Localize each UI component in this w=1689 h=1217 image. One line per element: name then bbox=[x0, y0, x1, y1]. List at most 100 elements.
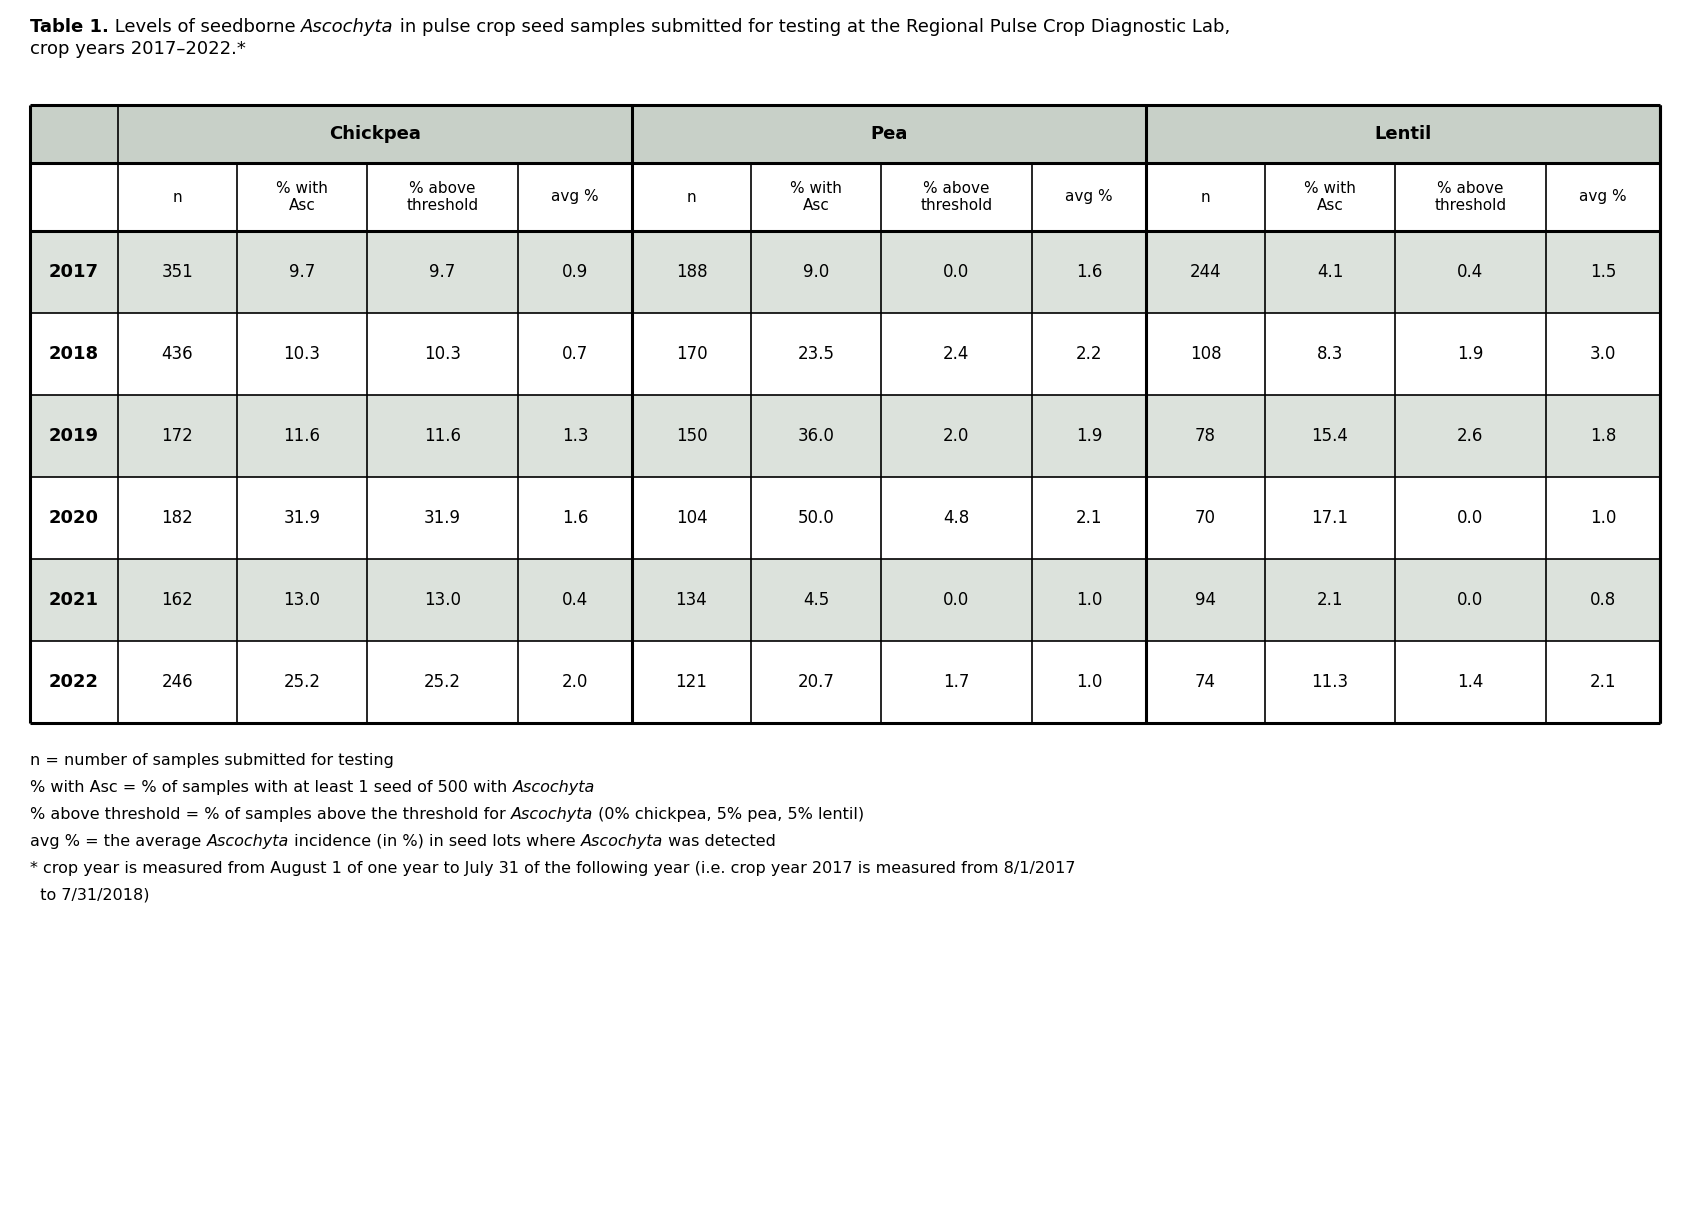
Text: 1.0: 1.0 bbox=[1589, 509, 1616, 527]
Text: 4.8: 4.8 bbox=[942, 509, 969, 527]
Text: 1.5: 1.5 bbox=[1589, 263, 1616, 281]
Text: % above
threshold: % above threshold bbox=[1434, 181, 1507, 213]
Text: 172: 172 bbox=[162, 427, 193, 445]
Text: 2021: 2021 bbox=[49, 591, 100, 608]
Text: 1.9: 1.9 bbox=[1076, 427, 1103, 445]
Text: 10.3: 10.3 bbox=[284, 344, 321, 363]
Bar bbox=[30, 559, 1660, 641]
Text: 15.4: 15.4 bbox=[1312, 427, 1348, 445]
Text: 17.1: 17.1 bbox=[1312, 509, 1348, 527]
Text: Pea: Pea bbox=[870, 125, 907, 144]
Text: 1.7: 1.7 bbox=[942, 673, 969, 691]
Text: was detected: was detected bbox=[662, 834, 775, 849]
Text: avg %: avg % bbox=[1066, 190, 1113, 204]
Text: 2.0: 2.0 bbox=[942, 427, 969, 445]
Text: 0.9: 0.9 bbox=[562, 263, 588, 281]
Bar bbox=[30, 105, 1660, 723]
Text: 1.4: 1.4 bbox=[1458, 673, 1483, 691]
Text: 1.6: 1.6 bbox=[562, 509, 588, 527]
Text: 9.7: 9.7 bbox=[429, 263, 456, 281]
Text: 13.0: 13.0 bbox=[424, 591, 461, 608]
Text: avg %: avg % bbox=[551, 190, 598, 204]
Bar bbox=[30, 163, 1660, 231]
Text: 104: 104 bbox=[676, 509, 708, 527]
Bar bbox=[30, 396, 1660, 477]
Text: Ascochyta: Ascochyta bbox=[206, 834, 289, 849]
Text: Lentil: Lentil bbox=[1375, 125, 1432, 144]
Text: Ascochyta: Ascochyta bbox=[581, 834, 662, 849]
Text: 188: 188 bbox=[676, 263, 708, 281]
Text: 50.0: 50.0 bbox=[797, 509, 834, 527]
Text: 2.1: 2.1 bbox=[1317, 591, 1343, 608]
Text: 10.3: 10.3 bbox=[424, 344, 461, 363]
Text: 134: 134 bbox=[676, 591, 708, 608]
Text: n: n bbox=[172, 190, 182, 204]
Text: 31.9: 31.9 bbox=[424, 509, 461, 527]
Text: 4.1: 4.1 bbox=[1317, 263, 1343, 281]
Text: n = number of samples submitted for testing: n = number of samples submitted for test… bbox=[30, 753, 394, 768]
Text: 1.9: 1.9 bbox=[1458, 344, 1483, 363]
Text: Ascochyta: Ascochyta bbox=[512, 780, 595, 795]
Bar bbox=[30, 313, 1660, 396]
Text: 94: 94 bbox=[1196, 591, 1216, 608]
Text: to 7/31/2018): to 7/31/2018) bbox=[30, 888, 150, 903]
Text: in pulse crop seed samples submitted for testing at the Regional Pulse Crop Diag: in pulse crop seed samples submitted for… bbox=[394, 18, 1230, 37]
Text: 0.0: 0.0 bbox=[1458, 591, 1483, 608]
Text: 31.9: 31.9 bbox=[284, 509, 321, 527]
Bar bbox=[30, 641, 1660, 723]
Text: 9.7: 9.7 bbox=[289, 263, 316, 281]
Text: 2020: 2020 bbox=[49, 509, 100, 527]
Text: 0.4: 0.4 bbox=[562, 591, 588, 608]
Text: (0% chickpea, 5% pea, 5% lentil): (0% chickpea, 5% pea, 5% lentil) bbox=[593, 807, 865, 821]
Text: 121: 121 bbox=[676, 673, 708, 691]
Text: 1.0: 1.0 bbox=[1076, 591, 1103, 608]
Bar bbox=[30, 105, 1660, 163]
Text: incidence (in %) in seed lots where: incidence (in %) in seed lots where bbox=[289, 834, 581, 849]
Text: avg % = the average: avg % = the average bbox=[30, 834, 206, 849]
Text: n: n bbox=[687, 190, 696, 204]
Text: 11.3: 11.3 bbox=[1311, 673, 1348, 691]
Text: avg %: avg % bbox=[1579, 190, 1627, 204]
Text: 351: 351 bbox=[162, 263, 193, 281]
Text: % above threshold = % of samples above the threshold for: % above threshold = % of samples above t… bbox=[30, 807, 510, 821]
Text: 150: 150 bbox=[676, 427, 708, 445]
Text: % with
Asc: % with Asc bbox=[790, 181, 841, 213]
Text: % with Asc = % of samples with at least 1 seed of 500 with: % with Asc = % of samples with at least … bbox=[30, 780, 512, 795]
Text: crop years 2017–2022.*: crop years 2017–2022.* bbox=[30, 40, 247, 58]
Text: 1.3: 1.3 bbox=[562, 427, 588, 445]
Text: * crop year is measured from August 1 of one year to July 31 of the following ye: * crop year is measured from August 1 of… bbox=[30, 860, 1076, 876]
Text: 11.6: 11.6 bbox=[424, 427, 461, 445]
Text: 2017: 2017 bbox=[49, 263, 100, 281]
Text: 13.0: 13.0 bbox=[284, 591, 321, 608]
Text: 2.0: 2.0 bbox=[562, 673, 588, 691]
Text: 170: 170 bbox=[676, 344, 708, 363]
Text: 2.2: 2.2 bbox=[1076, 344, 1103, 363]
Text: 23.5: 23.5 bbox=[797, 344, 834, 363]
Text: 0.0: 0.0 bbox=[1458, 509, 1483, 527]
Text: 25.2: 25.2 bbox=[424, 673, 461, 691]
Text: 2018: 2018 bbox=[49, 344, 100, 363]
Text: 0.4: 0.4 bbox=[1458, 263, 1483, 281]
Text: % with
Asc: % with Asc bbox=[1304, 181, 1356, 213]
Text: 2022: 2022 bbox=[49, 673, 100, 691]
Text: 108: 108 bbox=[1189, 344, 1221, 363]
Text: 11.6: 11.6 bbox=[284, 427, 321, 445]
Text: Levels of seedborne: Levels of seedborne bbox=[108, 18, 301, 37]
Text: 9.0: 9.0 bbox=[802, 263, 829, 281]
Text: 244: 244 bbox=[1189, 263, 1221, 281]
Text: 1.8: 1.8 bbox=[1589, 427, 1616, 445]
Text: 0.7: 0.7 bbox=[562, 344, 588, 363]
Text: 20.7: 20.7 bbox=[797, 673, 834, 691]
Text: Ascochyta: Ascochyta bbox=[510, 807, 593, 821]
Text: 8.3: 8.3 bbox=[1317, 344, 1343, 363]
Text: n: n bbox=[1201, 190, 1211, 204]
Text: 2.1: 2.1 bbox=[1076, 509, 1103, 527]
Text: % with
Asc: % with Asc bbox=[275, 181, 328, 213]
Text: 162: 162 bbox=[162, 591, 193, 608]
Text: 2.1: 2.1 bbox=[1589, 673, 1616, 691]
Text: 2.4: 2.4 bbox=[942, 344, 969, 363]
Text: 436: 436 bbox=[162, 344, 193, 363]
Text: % above
threshold: % above threshold bbox=[407, 181, 478, 213]
Text: 2019: 2019 bbox=[49, 427, 100, 445]
Text: Table 1.: Table 1. bbox=[30, 18, 108, 37]
